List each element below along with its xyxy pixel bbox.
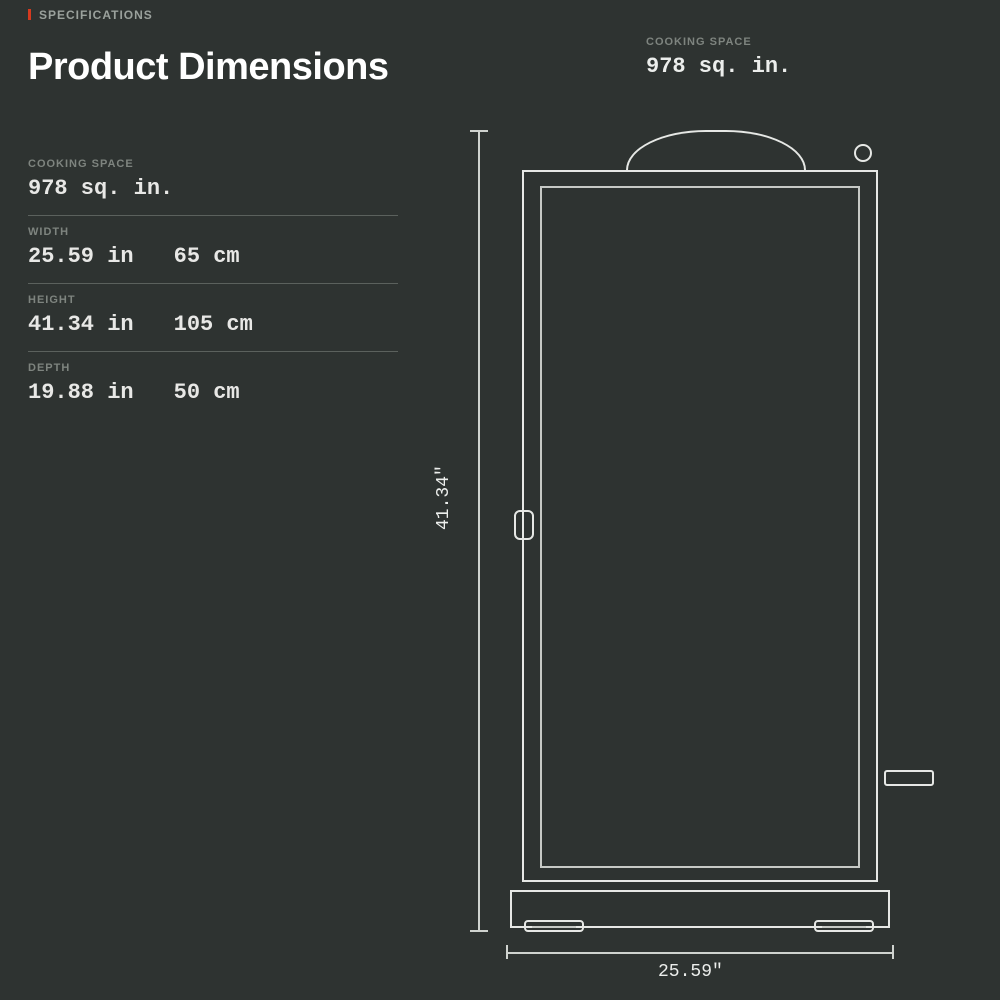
spec-label: WIDTH bbox=[28, 226, 398, 238]
height-guide-line bbox=[478, 130, 480, 930]
spec-row: WIDTH 25.59 in 65 cm bbox=[28, 216, 398, 284]
product-chip-tray bbox=[884, 770, 934, 786]
spec-list: COOKING SPACE 978 sq. in. WIDTH 25.59 in… bbox=[28, 148, 398, 419]
diagram-cooking-space-value: 978 sq. in. bbox=[646, 54, 791, 79]
dimension-diagram: COOKING SPACE 978 sq. in. 41.34" 25.59" bbox=[430, 30, 970, 990]
height-guide-tick-bottom bbox=[470, 930, 488, 932]
page-title: Product Dimensions bbox=[28, 46, 389, 89]
spec-label: COOKING SPACE bbox=[28, 158, 398, 170]
product-latch bbox=[514, 510, 534, 540]
product-knob bbox=[854, 144, 872, 162]
spec-value-secondary: 65 cm bbox=[174, 244, 240, 269]
product-foot-right bbox=[814, 920, 874, 932]
width-guide-tick-right bbox=[892, 945, 894, 959]
width-guide-label: 25.59" bbox=[658, 962, 723, 982]
spec-row: DEPTH 19.88 in 50 cm bbox=[28, 352, 398, 419]
spec-label: DEPTH bbox=[28, 362, 398, 374]
spec-row: COOKING SPACE 978 sq. in. bbox=[28, 148, 398, 216]
product-foot-left bbox=[524, 920, 584, 932]
spec-label: HEIGHT bbox=[28, 294, 398, 306]
spec-value-primary: 19.88 in bbox=[28, 380, 134, 405]
width-guide-line bbox=[506, 952, 894, 954]
height-guide-label: 41.34" bbox=[434, 465, 454, 530]
spec-value-secondary: 50 cm bbox=[174, 380, 240, 405]
product-outline bbox=[506, 130, 894, 930]
spec-value-primary: 25.59 in bbox=[28, 244, 134, 269]
section-eyebrow: SPECIFICATIONS bbox=[28, 8, 153, 22]
spec-value-primary: 41.34 in bbox=[28, 312, 134, 337]
diagram-cooking-space-label: COOKING SPACE bbox=[646, 36, 752, 48]
product-lid bbox=[626, 130, 806, 170]
spec-value-primary: 978 sq. in. bbox=[28, 176, 173, 201]
spec-row: HEIGHT 41.34 in 105 cm bbox=[28, 284, 398, 352]
spec-value-secondary: 105 cm bbox=[174, 312, 253, 337]
